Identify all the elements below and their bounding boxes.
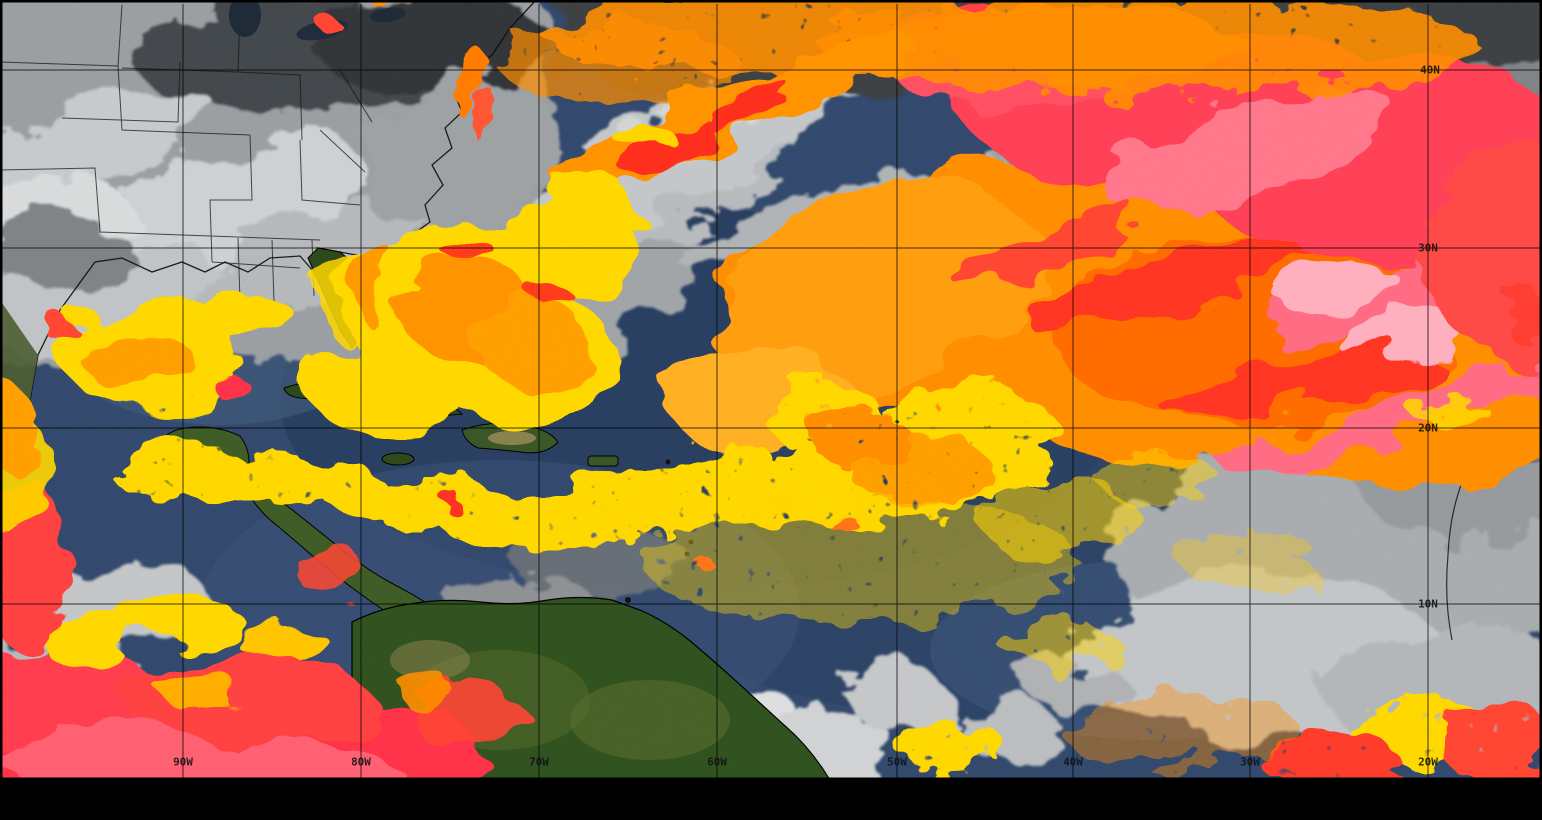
grain-overlay	[0, 0, 1542, 780]
satellite-map-image	[0, 0, 1542, 780]
bottom-panel: LESS <----- DRY AIR (LOW/MID-LEVEL) AND/…	[0, 780, 1542, 820]
satellite-map: 40N 30N 20N 10N 90W 80W 70W 60W 50W 40W 30W 20W	[0, 0, 1542, 780]
map-frame	[0, 0, 1542, 780]
graticule-layer	[0, 4, 1542, 780]
